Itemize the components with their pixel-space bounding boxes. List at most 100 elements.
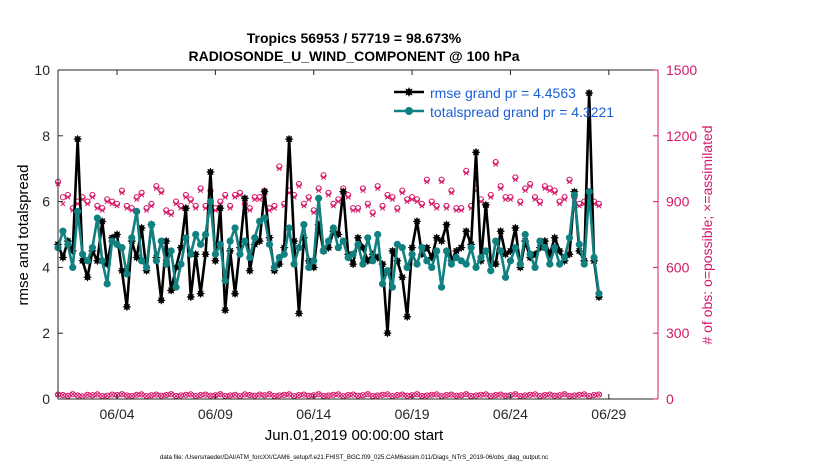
spread-point <box>492 237 500 245</box>
obs-cross-stroke <box>291 393 297 399</box>
obs-assimilated-low-marker <box>566 393 573 399</box>
y2-tick-label: 1500 <box>666 62 697 78</box>
spread-point <box>152 257 160 265</box>
legend-rmse-label: rmse grand pr = 4.4563 <box>430 85 576 101</box>
obs-cross-stroke <box>493 161 499 167</box>
obs-assimilated-low-marker <box>512 391 518 397</box>
obs-cross-stroke <box>498 392 504 398</box>
rmse-point <box>200 249 211 259</box>
obs-cross-stroke <box>124 392 130 399</box>
spread-point <box>251 234 259 242</box>
spread-point <box>408 250 416 258</box>
obs-cross-stroke <box>581 391 587 397</box>
obs-cross-stroke <box>198 188 204 194</box>
obs-cross-stroke <box>522 188 528 194</box>
obs-assimilated-marker <box>517 201 523 207</box>
spread-point <box>359 260 367 268</box>
obs-cross-stroke <box>335 199 341 205</box>
rmse-point <box>584 88 594 98</box>
spread-point <box>418 244 426 252</box>
obs-cross-stroke <box>493 392 499 398</box>
obs-assimilated-low-marker <box>163 392 169 398</box>
spread-point <box>433 247 441 255</box>
spread-point <box>147 221 156 229</box>
obs-cross-stroke <box>306 393 312 399</box>
spread-point <box>526 250 534 258</box>
obs-cross-stroke <box>439 393 445 399</box>
spread-point <box>305 263 313 271</box>
obs-assimilated-marker <box>247 207 253 213</box>
obs-assimilated-low-marker <box>286 391 292 397</box>
obs-cross-stroke <box>532 391 538 397</box>
obs-cross-stroke <box>522 392 528 399</box>
spread-point <box>398 244 406 252</box>
obs-assimilated-low-marker <box>488 393 494 399</box>
spread-point <box>378 280 387 288</box>
spread-point <box>103 280 111 288</box>
obs-assimilated-low-marker <box>562 391 568 397</box>
obs-assimilated-low-marker <box>158 393 164 399</box>
obs-cross-stroke <box>202 205 209 211</box>
obs-cross-stroke <box>237 393 243 399</box>
rmse-point <box>348 259 358 269</box>
obs-assimilated-low-marker <box>458 392 464 398</box>
obs-cross-stroke <box>188 199 194 205</box>
obs-assimilated-low-marker <box>483 391 489 397</box>
spread-point <box>241 237 249 245</box>
y2-tick-label: 1200 <box>666 128 697 144</box>
obs-assimilated-marker <box>502 196 509 202</box>
rmse-point <box>402 312 412 322</box>
obs-cross-stroke <box>502 196 509 202</box>
obs-cross-stroke <box>257 196 263 202</box>
obs-cross-stroke <box>596 392 602 398</box>
obs-assimilated-marker <box>306 196 312 202</box>
obs-assimilated-marker <box>434 205 440 211</box>
legend: rmse grand pr = 4.4563 totalspread grand… <box>394 85 614 120</box>
spread-point <box>556 260 564 268</box>
obs-assimilated-marker <box>168 212 174 218</box>
obs-assimilated-marker <box>65 194 71 200</box>
obs-cross-stroke <box>104 393 110 399</box>
obs-assimilated-low-marker <box>316 391 322 397</box>
obs-assimilated-low-marker <box>596 392 602 398</box>
obs-cross-stroke <box>350 392 356 398</box>
obs-cross-stroke <box>99 207 105 213</box>
rmse-point <box>407 243 417 253</box>
obs-cross-stroke <box>488 393 494 399</box>
obs-assimilated-marker <box>257 196 263 202</box>
spread-point <box>98 257 106 265</box>
x-tick-label: 06/29 <box>591 406 626 422</box>
spread-point <box>403 263 411 271</box>
spread-point <box>438 283 446 291</box>
obs-assimilated-low-marker <box>104 393 110 399</box>
obs-possible-low-marker <box>595 391 603 398</box>
obs-assimilated-low-marker <box>143 393 150 399</box>
footer-datafile: data file: /Users/raeder/DAI/ATM_forcXX/… <box>160 454 548 461</box>
rmse-point <box>122 302 132 312</box>
legend-rmse-star <box>403 86 415 98</box>
obs-cross-stroke <box>576 203 582 209</box>
obs-assimilated-marker <box>389 196 395 202</box>
obs-assimilated-marker <box>566 179 573 185</box>
obs-cross-stroke <box>330 203 336 209</box>
spread-point <box>570 191 578 199</box>
obs-assimilated-marker <box>84 201 91 207</box>
obs-assimilated-marker <box>507 196 514 202</box>
obs-cross-stroke <box>404 199 410 205</box>
obs-cross-stroke <box>89 392 95 398</box>
obs-assimilated-marker <box>276 166 282 172</box>
spread-point <box>329 224 338 232</box>
obs-assimilated-low-marker <box>296 392 302 398</box>
spread-point <box>285 224 293 232</box>
obs-cross-stroke <box>537 393 543 399</box>
obs-assimilated-low-marker <box>389 393 395 399</box>
obs-assimilated-marker <box>301 203 307 209</box>
obs-assimilated-low-marker <box>473 392 479 399</box>
spread-point <box>162 260 170 268</box>
obs-assimilated-low-marker <box>60 392 66 398</box>
obs-assimilated-marker <box>188 199 194 205</box>
obs-cross-stroke <box>173 201 179 207</box>
obs-assimilated-marker <box>325 192 332 198</box>
obs-assimilated-low-marker <box>547 392 553 398</box>
obs-cross-stroke <box>365 203 371 209</box>
